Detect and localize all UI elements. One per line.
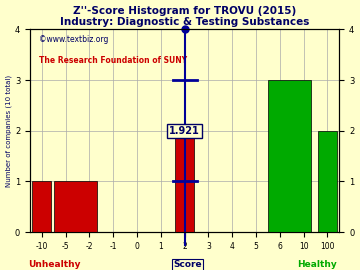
- Text: Healthy: Healthy: [297, 260, 337, 269]
- Title: Z''-Score Histogram for TROVU (2015)
Industry: Diagnostic & Testing Substances: Z''-Score Histogram for TROVU (2015) Ind…: [60, 6, 309, 27]
- Text: 1.921: 1.921: [169, 126, 200, 136]
- Y-axis label: Number of companies (10 total): Number of companies (10 total): [5, 75, 12, 187]
- Bar: [54, 181, 96, 232]
- Bar: [32, 181, 51, 232]
- Text: ©www.textbiz.org: ©www.textbiz.org: [39, 35, 109, 44]
- Text: The Research Foundation of SUNY: The Research Foundation of SUNY: [39, 56, 187, 65]
- Text: Unhealthy: Unhealthy: [28, 260, 80, 269]
- Bar: [318, 131, 337, 232]
- Bar: [175, 131, 194, 232]
- Bar: [268, 80, 311, 232]
- Text: Score: Score: [173, 260, 202, 269]
